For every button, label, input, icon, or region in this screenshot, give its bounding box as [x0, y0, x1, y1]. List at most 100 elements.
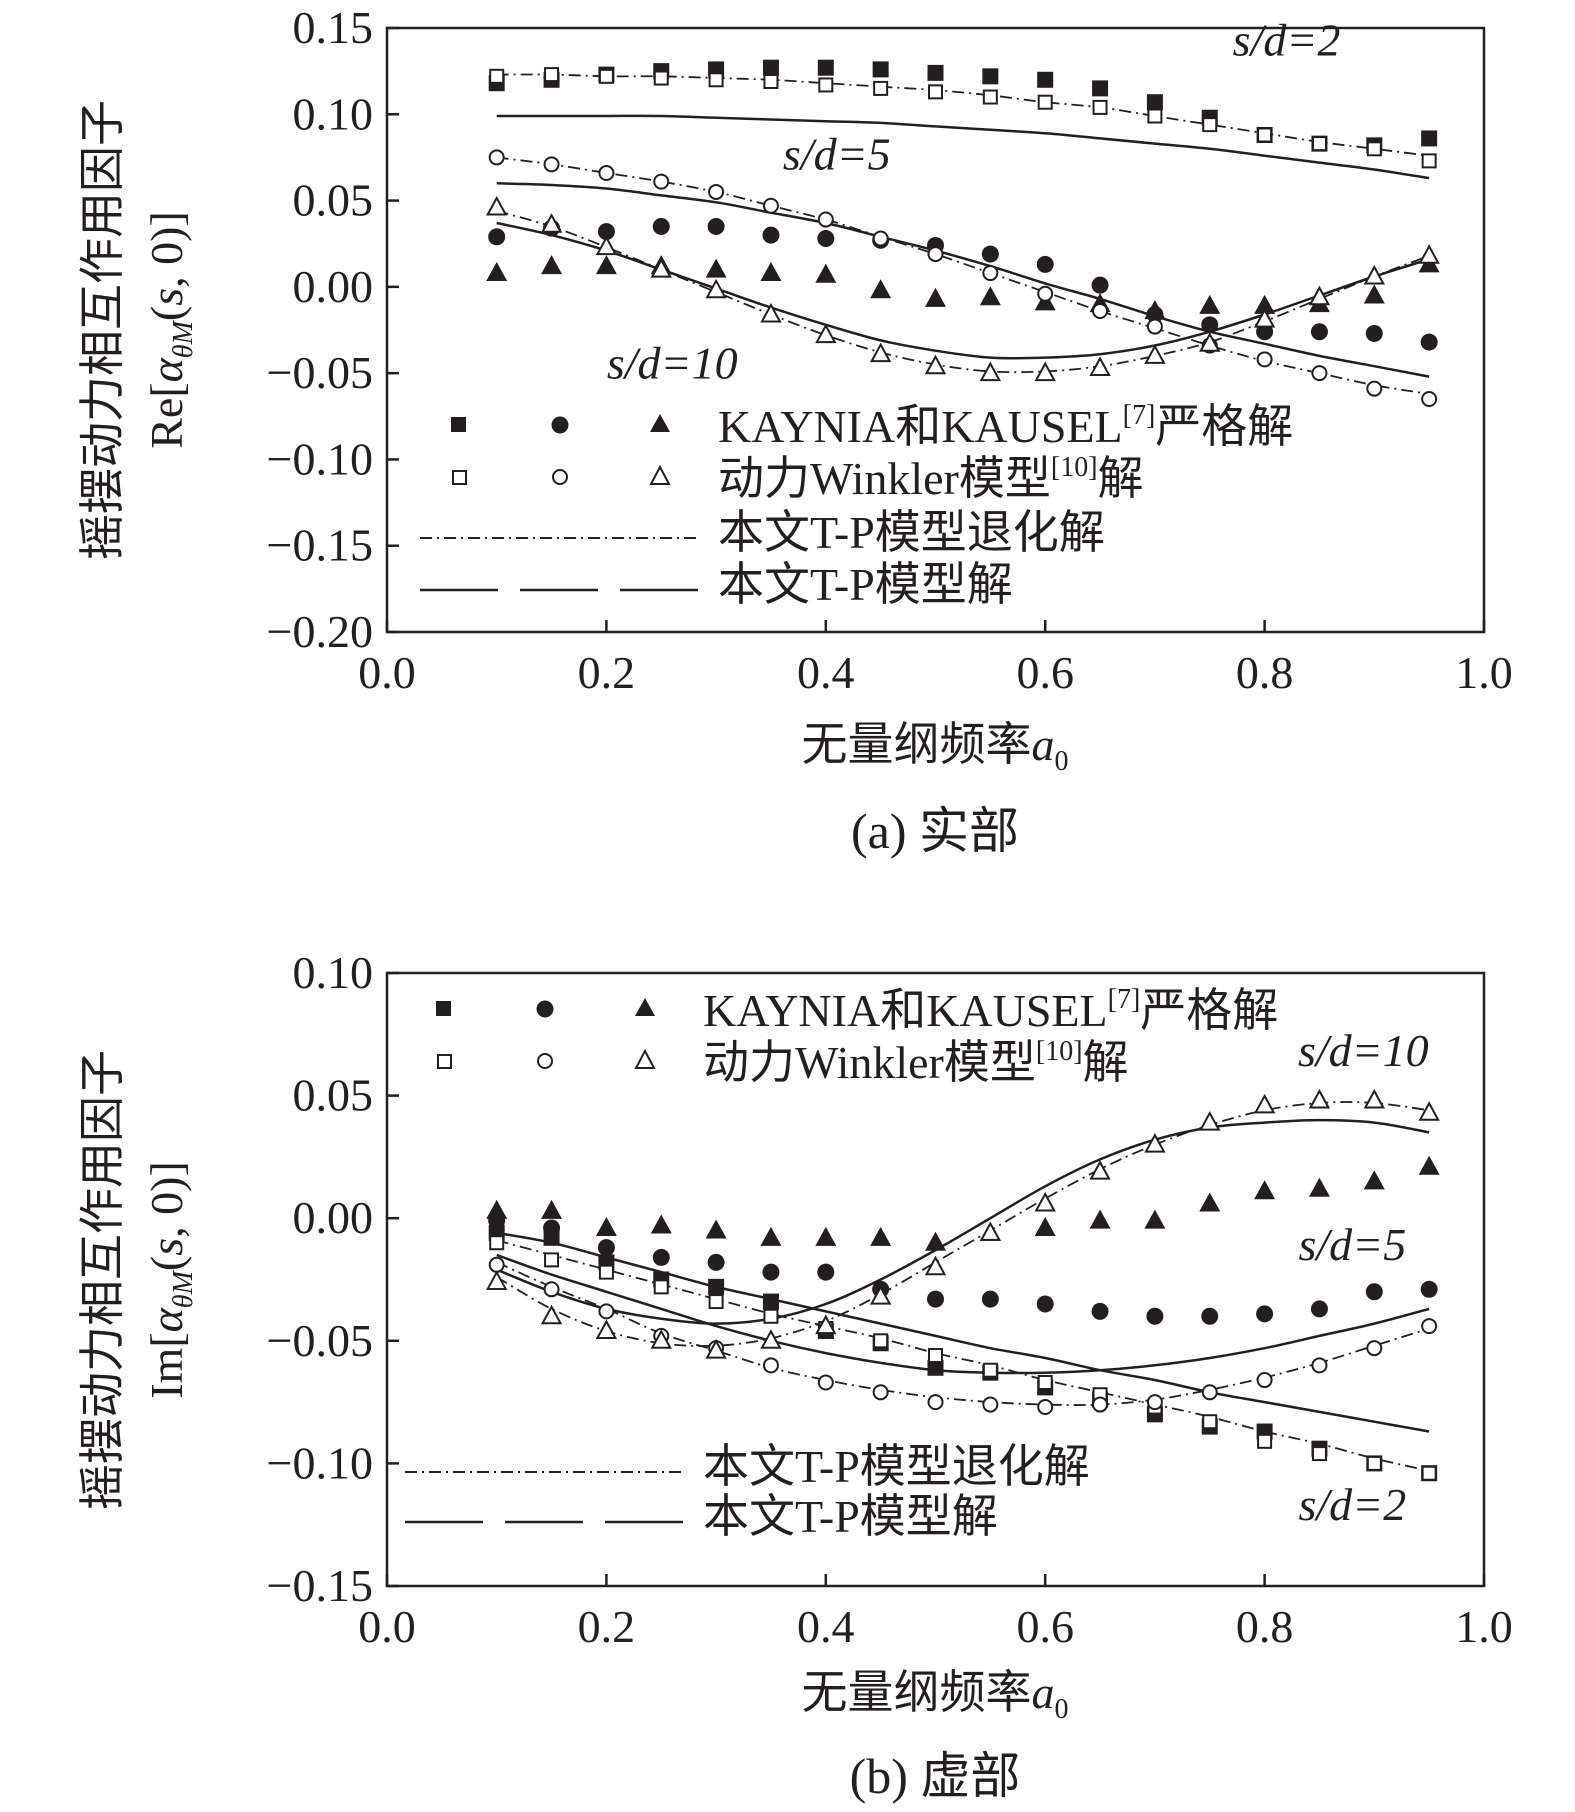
data-point-square-filled — [1146, 94, 1163, 111]
data-point-circle-filled — [927, 1290, 944, 1308]
data-point-triangle-open — [979, 1221, 1002, 1241]
data-point-circle-open — [1421, 391, 1438, 408]
data-point-circle-open — [762, 1357, 779, 1374]
data-point-circle-open — [1146, 318, 1163, 335]
legend-winkler-circle-marker — [537, 1053, 553, 1069]
data-point-triangle-filled — [870, 1226, 892, 1246]
data-point-circle-filled — [817, 1263, 835, 1281]
data-point-square-open — [763, 73, 779, 89]
data-point-square-open — [1421, 153, 1437, 169]
data-point-square-open — [489, 1235, 505, 1251]
data-point-triangle-open — [869, 1285, 892, 1305]
panel-b-y-axis-title-cn: 摇摆动力相互作用因子 — [77, 1050, 128, 1510]
legend-winkler-circle-marker — [552, 469, 568, 485]
data-point-triangle-open — [486, 1270, 508, 1290]
x-tick-label: 0.8 — [1236, 1601, 1294, 1652]
legend-kaynia-triangle-marker — [635, 998, 655, 1016]
data-point-circle-filled — [817, 230, 835, 248]
series-line-tp — [496, 182, 1430, 378]
panel-a-annotation-sd10: s/d=10 — [607, 337, 738, 388]
data-point-square-open — [1092, 99, 1108, 115]
legend-degenerate-label: 本文T-P模型退化解 — [718, 507, 1105, 558]
data-point-triangle-filled — [705, 1219, 727, 1239]
panel-b-plot-frame — [385, 971, 1486, 1588]
data-point-triangle-filled — [925, 1231, 946, 1251]
legend-kaynia-label: KAYNIA和KAUSEL[7]严格解 — [718, 400, 1293, 452]
panel-b-legend: KAYNIA和KAUSEL[7]严格解 动力Winkler模型[10]解 本文T… — [405, 984, 1278, 1542]
data-point-triangle-open — [1034, 1191, 1056, 1212]
data-point-triangle-filled — [760, 1226, 782, 1246]
data-point-circle-filled — [652, 217, 670, 235]
panel-a-legend: KAYNIA和KAUSEL[7]严格解 动力Winkler模型[10]解 本文T… — [420, 400, 1293, 610]
legend-winkler-square-marker — [437, 1054, 452, 1069]
data-point-circle-open — [1311, 1357, 1328, 1374]
panel-b-annotation-sd5: s/d=5 — [1298, 1219, 1406, 1270]
data-point-triangle-open — [540, 213, 563, 233]
panel-a-plot-frame — [385, 26, 1486, 634]
data-point-triangle-open — [1418, 1101, 1440, 1121]
data-point-circle-open — [1311, 365, 1328, 382]
legend-kaynia-square-marker — [451, 417, 466, 432]
data-point-triangle-filled — [486, 1199, 508, 1219]
data-point-triangle-filled — [1418, 1155, 1440, 1175]
y-tick-label: 0.00 — [293, 1192, 374, 1243]
data-point-square-open — [1311, 136, 1327, 152]
y-tick-label: 0.10 — [293, 88, 374, 139]
data-point-circle-open — [927, 1394, 944, 1411]
data-point-triangle-open — [1253, 1093, 1276, 1114]
legend-tp-label: 本文T-P模型解 — [718, 559, 1013, 610]
legend-kaynia-label: KAYNIA和KAUSEL[7]严格解 — [703, 984, 1278, 1036]
data-point-square-filled — [982, 68, 999, 85]
data-point-circle-filled — [597, 223, 615, 241]
data-point-triangle-open — [595, 1319, 618, 1339]
data-point-square-open — [1202, 117, 1218, 133]
data-point-circle-filled — [543, 1219, 561, 1237]
legend-winkler-triangle-marker — [649, 464, 671, 485]
data-point-triangle-open — [924, 1255, 947, 1276]
data-point-square-filled — [872, 61, 889, 78]
panel-a-annotation-sd2: s/d=2 — [1233, 15, 1341, 66]
series-line-tp — [496, 1118, 1430, 1325]
x-tick-label: 0.4 — [797, 1601, 855, 1652]
data-point-square-open — [708, 72, 724, 88]
data-point-circle-filled — [1310, 1300, 1328, 1318]
panel-b-markers — [486, 1088, 1440, 1482]
data-point-triangle-filled — [1199, 294, 1221, 314]
data-point-triangle-filled — [925, 287, 946, 307]
data-point-circle-open — [543, 1281, 560, 1298]
data-point-circle-filled — [707, 1253, 725, 1271]
series-line-degenerate — [496, 1101, 1430, 1347]
series-line-degenerate — [496, 1261, 1430, 1406]
data-point-circle-filled — [652, 1248, 670, 1266]
data-point-circle-open — [872, 1384, 889, 1401]
data-point-triangle-open — [705, 1339, 727, 1359]
data-point-triangle-filled — [595, 255, 617, 275]
panel-a-real-part: 0.15 0.10 0.05 0.00 −0.05 −0.10 −0.15 −0.20 0.0… — [77, 2, 1513, 859]
legend-winkler-square-marker — [452, 470, 467, 485]
legend-degenerate-label: 本文T-P模型退化解 — [703, 1441, 1090, 1492]
data-point-triangle-open — [650, 258, 672, 278]
data-point-circle-open — [1201, 1384, 1218, 1401]
data-point-circle-filled — [1201, 316, 1219, 334]
data-point-square-filled — [1037, 71, 1054, 88]
data-point-triangle-open — [1199, 332, 1221, 352]
data-point-circle-open — [982, 1396, 999, 1413]
data-point-triangle-open — [1363, 264, 1385, 285]
panel-b-curves — [496, 1101, 1430, 1472]
data-point-circle-filled — [707, 217, 725, 235]
panel-b-caption: (b) 虚部 — [850, 1748, 1021, 1804]
data-point-triangle-open — [595, 235, 618, 256]
data-point-square-filled — [762, 59, 779, 76]
data-point-circle-filled — [1146, 1307, 1164, 1325]
data-point-circle-open — [653, 173, 670, 190]
data-point-circle-filled — [1256, 1305, 1274, 1323]
legend-winkler-triangle-marker — [634, 1048, 656, 1069]
data-point-square-open — [544, 67, 560, 83]
panel-b-annotation-sd2: s/d=2 — [1298, 1479, 1406, 1530]
panel-b-x-axis-title: 无量纲频率a0 — [802, 1667, 1069, 1725]
data-point-triangle-filled — [1363, 1170, 1385, 1190]
y-tick-label: −0.05 — [267, 1315, 373, 1366]
data-point-circle-filled — [1310, 323, 1328, 341]
data-point-circle-open — [1037, 285, 1054, 302]
data-point-triangle-filled — [815, 263, 837, 283]
